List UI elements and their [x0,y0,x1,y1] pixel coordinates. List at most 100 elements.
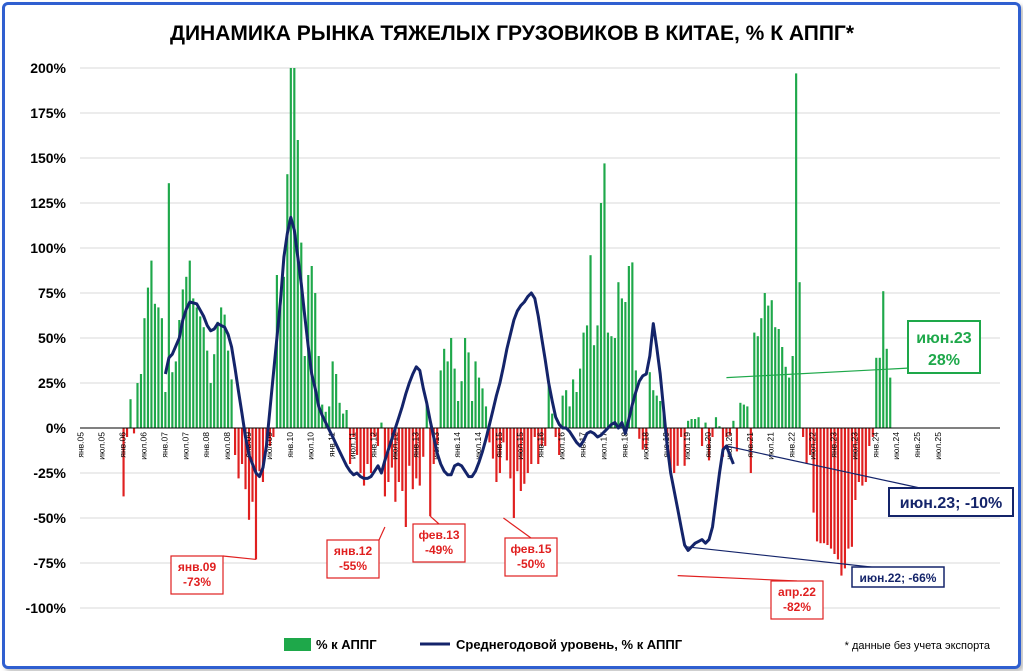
bar [812,428,815,513]
bar [530,428,533,464]
bar [436,428,439,445]
bar [746,406,749,428]
bar [728,428,732,436]
bar [885,348,888,428]
y-tick-label: -100% [26,600,67,616]
bar [495,428,498,482]
x-tick-label: июл.25 [933,432,943,460]
x-tick-label: янв.08 [201,432,211,458]
x-tick-label: янв.14 [452,432,462,458]
bar [645,428,648,450]
bar [279,298,282,428]
bar [833,428,836,554]
annotation-label: янв.09 [178,560,217,574]
bar [404,428,407,527]
bar [369,428,373,473]
bar [439,370,442,428]
bar [732,420,735,428]
bar [777,329,780,428]
x-tick-label: июл.07 [180,432,190,460]
bar [648,372,651,428]
bar [861,428,864,486]
annotation-label: фев.13 [418,528,459,542]
annotation-value: 28% [928,352,960,369]
annotations: янв.09-73%янв.12-55%фев.13-49% фев.15-50%… [170,320,1014,620]
bar [596,325,599,428]
bar [676,428,679,466]
bar [850,428,853,547]
bar [631,262,634,428]
bar [693,419,697,428]
x-tick-label: июл.05 [97,432,107,460]
annotation-box [907,320,981,374]
bar [680,428,683,437]
bar [822,428,826,544]
x-tick-label: янв.12 [368,432,378,458]
bar [240,428,244,464]
bar [314,293,317,428]
bar [533,428,536,437]
bar [143,318,146,428]
bar [394,428,397,502]
bar [216,321,219,428]
bar [763,293,766,428]
bar [857,428,860,482]
y-tick-label: 125% [30,195,66,211]
bar [582,332,585,428]
bar [589,255,592,428]
bar [213,354,216,428]
bar [558,428,561,455]
bar [335,374,338,428]
bar [547,381,550,428]
y-tick-label: 100% [30,240,66,256]
bar [185,276,188,428]
bar [592,345,596,428]
bar [544,428,547,446]
x-tick-label: июл.23 [849,432,859,460]
annotation-label: июн.22; -66% [860,571,937,585]
y-tick-label: -75% [33,555,66,571]
bar [206,350,209,428]
bar [700,428,704,446]
average-line [163,215,735,552]
bar [150,260,153,428]
annotation-leader [726,367,911,379]
bar [843,428,847,569]
annotation-label: июн.23 [916,330,972,347]
bar [136,383,139,428]
bar [484,406,488,428]
bar [512,428,515,518]
annotation-box [170,555,224,595]
bar [380,422,383,428]
bar [788,377,791,428]
bar [202,327,205,428]
annotation-box [504,537,558,577]
bar [554,428,557,437]
bar [526,428,529,473]
bar [348,428,352,464]
bar [167,183,170,428]
bar [669,428,672,470]
bar [613,338,617,428]
bar [481,388,484,428]
average-line-series [163,215,735,552]
annotation-value: -82% [783,600,811,614]
y-tick-label: -50% [33,510,66,526]
annotation-leader [503,517,532,539]
bar [237,428,240,479]
x-tick-label: янв.21 [745,432,755,458]
annotation-box [888,487,1014,517]
bar [502,428,505,443]
bar [819,428,822,544]
bar [310,266,313,428]
bar [770,300,773,428]
x-tick-label: янв.15 [494,432,504,458]
bar [561,395,564,428]
bar [366,428,369,464]
bar [415,428,418,479]
y-tick-label: 0% [46,420,67,436]
bar [840,428,843,576]
bar [139,374,143,428]
bar [711,428,714,437]
y-tick-label: 150% [30,150,66,166]
